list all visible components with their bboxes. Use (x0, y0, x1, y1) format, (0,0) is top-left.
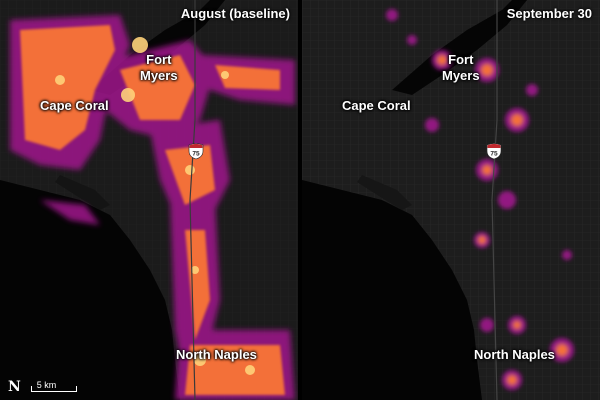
interstate-75 (189, 0, 196, 400)
island (357, 175, 412, 210)
label-fort-myers: Fort Myers (442, 52, 480, 83)
panel-divider (298, 0, 302, 400)
light-glow-mid (20, 25, 285, 395)
interstate-75 (491, 0, 498, 400)
scale-bar: 5 km (30, 380, 77, 394)
shield-number: 75 (192, 151, 200, 158)
label-north-naples: North Naples (176, 347, 257, 362)
gulf-water (302, 180, 482, 400)
label-cape-coral: Cape Coral (342, 98, 411, 113)
caloosahatchee-river (392, 0, 527, 95)
light-glow-core (55, 37, 255, 375)
island (55, 175, 110, 210)
label-fort-myers: Fort Myers (140, 52, 178, 83)
map-scale: N 5 km (8, 380, 77, 394)
remaining-lights (386, 9, 574, 390)
interstate-shield-icon: 75 (188, 143, 204, 160)
panel-title-baseline: August (baseline) (180, 6, 290, 21)
gulf-water (0, 180, 180, 400)
baseline-map-panel: August (baseline) Fort Myers Cape Coral … (0, 0, 298, 400)
september-map-svg (302, 0, 600, 400)
label-cape-coral: Cape Coral (40, 98, 109, 113)
scale-label: 5 km (36, 380, 57, 390)
shield-number: 75 (490, 151, 498, 158)
north-arrow-icon: N (8, 379, 21, 395)
interstate-shield-icon: 75 (486, 143, 502, 160)
baseline-map-svg (0, 0, 298, 400)
september-map-panel: September 30 Fort Myers Cape Coral North… (302, 0, 600, 400)
label-north-naples: North Naples (474, 347, 555, 362)
panel-title-september: September 30 (506, 6, 592, 21)
